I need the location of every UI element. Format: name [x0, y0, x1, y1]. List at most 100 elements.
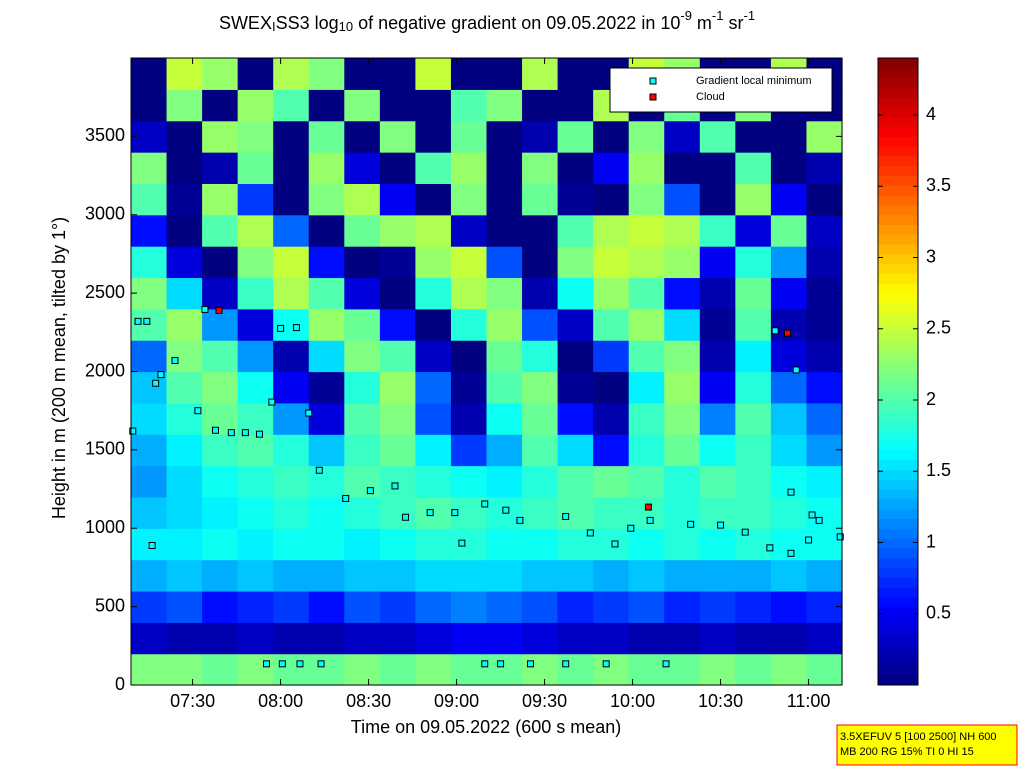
marker: [263, 660, 271, 668]
heatmap-cell: [699, 277, 736, 310]
heatmap-cell: [735, 434, 772, 467]
heatmap-cell: [593, 152, 630, 184]
colorbar-step: [878, 596, 918, 608]
colorbar-step: [878, 185, 918, 196]
marker: [215, 306, 223, 314]
colorbar-tick-label: 3.5: [926, 175, 951, 195]
colorbar-step: [878, 381, 918, 392]
heatmap-cell: [379, 89, 416, 122]
y-axis-label: Height in m (200 m mean, tilted by 1°): [49, 217, 69, 519]
colorbar-step: [878, 645, 918, 657]
heatmap-cell: [131, 402, 168, 435]
heatmap-cell: [166, 528, 203, 561]
heatmap-cell: [735, 371, 772, 404]
heatmap-cell: [344, 246, 381, 279]
heatmap-cell: [237, 152, 274, 184]
marker: [481, 660, 489, 668]
heatmap-cell: [308, 622, 345, 655]
colorbar-step: [878, 302, 918, 314]
marker: [143, 317, 151, 325]
heatmap-cell: [450, 465, 488, 498]
heatmap-cell: [379, 371, 416, 404]
heatmap-cell: [202, 246, 239, 279]
heatmap-cell: [379, 308, 416, 341]
heatmap-cell: [806, 559, 843, 592]
colorbar-step: [878, 175, 918, 186]
marker: [317, 660, 325, 668]
colorbar-step: [878, 253, 918, 265]
colorbar-step: [878, 410, 918, 421]
heatmap-cell: [770, 277, 808, 310]
info-text: 3.5XEFUV 5 [100 2500] NH 600: [840, 731, 997, 743]
heatmap-cell: [308, 89, 345, 122]
marker: [458, 539, 466, 547]
marker: [497, 660, 505, 668]
heatmap-cell: [770, 622, 808, 655]
heatmap-cell: [415, 340, 452, 373]
heatmap-cell: [593, 590, 630, 623]
heatmap-cell: [806, 402, 843, 435]
info-box: [836, 724, 1018, 766]
heatmap-cell: [664, 246, 701, 279]
legend-marker: [649, 93, 657, 101]
heatmap-cell: [273, 622, 310, 655]
marker: [805, 536, 813, 544]
heatmap-cell: [770, 590, 808, 623]
heatmap-cell: [308, 214, 345, 247]
heatmap-cell: [450, 622, 488, 655]
heatmap-cell: [664, 402, 701, 435]
heatmap-cell: [486, 89, 523, 122]
heatmap-cell: [202, 622, 239, 655]
marker: [148, 541, 156, 549]
heatmap-cell: [237, 246, 274, 279]
heatmap-cell: [379, 214, 416, 247]
y-tick-label: 3500: [85, 125, 125, 145]
heatmap-cell: [699, 308, 736, 341]
heatmap-cell: [450, 246, 488, 279]
heatmap-cell: [806, 528, 843, 561]
heatmap-cell: [450, 183, 488, 216]
heatmap-cell: [273, 183, 310, 216]
colorbar-step: [878, 440, 918, 451]
heatmap-cell: [273, 340, 310, 373]
heatmap-cell: [273, 402, 310, 435]
heatmap-cell: [344, 58, 381, 90]
heatmap-cell: [379, 58, 416, 90]
heatmap-cell: [202, 465, 239, 498]
heatmap-cell: [522, 120, 559, 153]
heatmap-cell: [593, 308, 630, 341]
marker: [426, 509, 434, 517]
heatmap-cell: [699, 559, 736, 592]
colorbar-step: [878, 400, 918, 412]
heatmap-cell: [344, 590, 381, 623]
chart-title: SWEXISS3 log10 of negative gradient on 0…: [219, 8, 755, 34]
heatmap-cell: [131, 465, 168, 498]
heatmap-cell: [664, 434, 701, 467]
colorbar-step: [878, 332, 918, 343]
colorbar-step: [878, 508, 918, 519]
heatmap-cell: [308, 371, 345, 404]
heatmap-cell: [628, 496, 665, 529]
colorbar-step: [878, 312, 918, 324]
heatmap-cell: [628, 528, 665, 561]
x-tick-label: 11:00: [787, 691, 831, 711]
heatmap-cell: [308, 465, 345, 498]
title-part: -1: [712, 8, 724, 23]
y-tick-label: 500: [95, 595, 125, 615]
heatmap-cell: [628, 559, 665, 592]
colorbar-step: [878, 636, 918, 647]
heatmap-cell: [486, 402, 523, 435]
heatmap-cell: [664, 183, 701, 216]
x-tick-label: 08:30: [346, 691, 391, 711]
heatmap-cell: [486, 590, 523, 623]
heatmap-cell: [735, 465, 772, 498]
heatmap-cell: [415, 434, 452, 467]
heatmap-cell: [237, 465, 274, 498]
heatmap-cell: [344, 653, 381, 686]
marker: [815, 516, 823, 524]
heatmap-cell: [699, 528, 736, 561]
x-tick-label: 09:30: [522, 691, 567, 711]
heatmap-cell: [557, 340, 594, 373]
colorbar-tick-label: 1.5: [926, 460, 951, 480]
x-tick-label: 10:00: [610, 691, 655, 711]
